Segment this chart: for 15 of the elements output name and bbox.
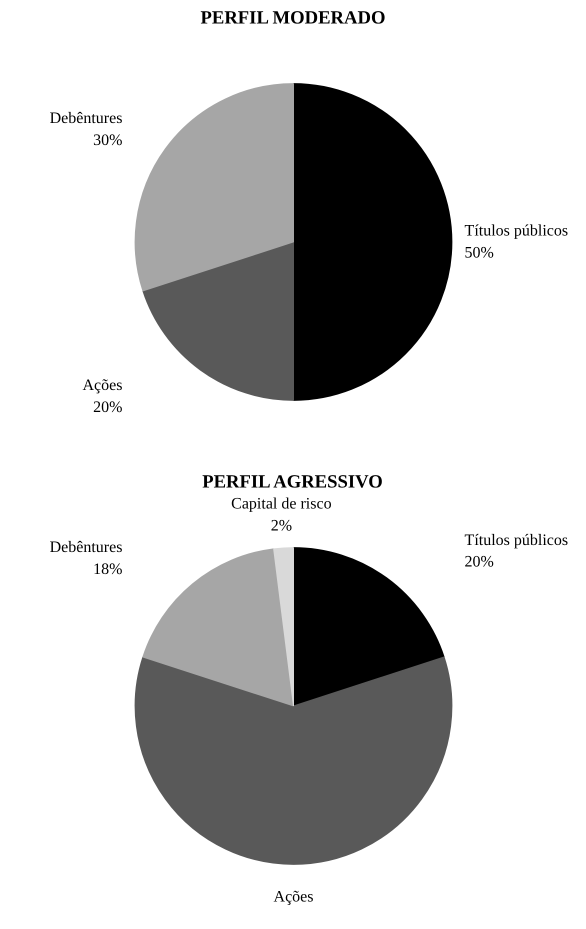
chart-title: PERFIL AGRESSIVO <box>202 472 383 492</box>
data-label: 18% <box>93 561 122 578</box>
data-label: 20% <box>464 554 494 571</box>
data-label: 2% <box>270 518 292 535</box>
data-label: 50% <box>464 244 494 262</box>
slice-label: Debêntures <box>50 539 122 556</box>
slice-label: Ações <box>82 377 122 394</box>
data-label: 20% <box>93 399 122 416</box>
slice-label: Ações <box>274 888 314 906</box>
slice-label: Capital de risco <box>231 496 332 513</box>
data-label: 30% <box>93 132 122 150</box>
slice-label: Títulos públicos <box>464 532 568 549</box>
slice-label: Títulos públicos <box>464 222 568 240</box>
slice-label: Debêntures <box>50 110 122 128</box>
chart-title: PERFIL MODERADO <box>200 8 386 28</box>
